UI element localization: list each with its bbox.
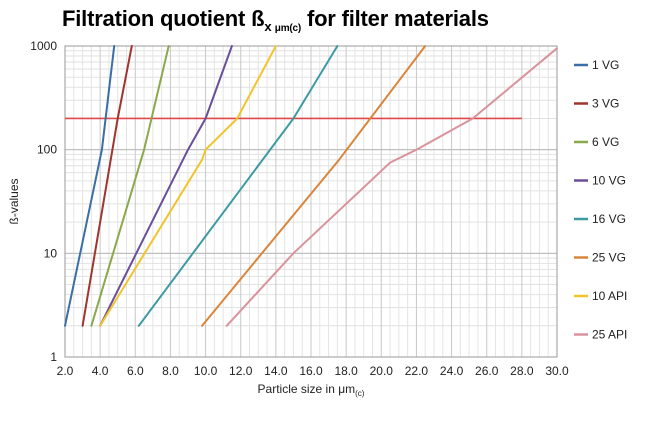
plot-frame xyxy=(64,45,558,358)
x-tick-label: 26.0 xyxy=(475,364,499,378)
series-line-25-api xyxy=(225,47,558,327)
legend-item: 6 VG xyxy=(574,135,619,149)
axes xyxy=(64,45,558,358)
tick-labels: 2.0 4.0 6.0 8.0 10.0 12.0 14.0 16.0 18.0 20.0 22.0… xyxy=(30,39,569,378)
x-tick-label: 22.0 xyxy=(405,364,429,378)
legend-item: 25 API xyxy=(574,328,627,342)
x-tick-label: 18.0 xyxy=(334,364,358,378)
series-line-16-vg xyxy=(137,45,339,327)
chart-title-suffix: for filter materials xyxy=(306,6,489,31)
series-line-10-vg xyxy=(99,45,233,327)
x-tick-label: 4.0 xyxy=(92,364,109,378)
x-axis-label: Particle size in μm(c) xyxy=(258,382,365,398)
legend-item: 3 VG xyxy=(574,97,619,111)
legend-label: 6 VG xyxy=(592,135,619,149)
legend-item: 10 VG xyxy=(574,174,626,188)
x-tick-label: 8.0 xyxy=(162,364,179,378)
x-tick-label: 14.0 xyxy=(264,364,288,378)
x-tick-label: 2.0 xyxy=(57,364,74,378)
series-line-10-api xyxy=(99,45,277,327)
y-tick-label: 10 xyxy=(44,246,58,260)
y-tick-label: 100 xyxy=(37,143,57,157)
y-axis-label: ß-values xyxy=(7,178,21,224)
series-line-3-vg xyxy=(81,45,133,327)
legend-label: 25 API xyxy=(592,328,627,342)
x-tick-label: 24.0 xyxy=(440,364,464,378)
series-line-6-vg xyxy=(90,45,170,327)
legend-item: 25 VG xyxy=(574,251,626,265)
legend-item: 10 API xyxy=(574,289,627,303)
series-line-25-vg xyxy=(201,45,427,327)
chart-title: Filtration quotient ßx μm(c) for filter … xyxy=(62,6,489,34)
x-tick-label: 12.0 xyxy=(229,364,253,378)
y-tick-label: 1000 xyxy=(30,39,57,53)
x-tick-label: 30.0 xyxy=(545,364,569,378)
x-tick-label: 16.0 xyxy=(299,364,323,378)
legend-label: 1 VG xyxy=(592,58,619,72)
series-group xyxy=(64,45,558,327)
y-tick-label: 1 xyxy=(50,350,57,364)
legend-label: 25 VG xyxy=(592,251,626,265)
x-tick-label: 6.0 xyxy=(127,364,144,378)
grid-major xyxy=(64,45,558,358)
legend: 1 VG 3 VG 6 VG 10 VG 16 VG 25 VG 10 API 25 API xyxy=(574,58,627,342)
legend-item: 16 VG xyxy=(574,212,626,226)
series-line-1-vg xyxy=(64,45,116,327)
legend-item: 1 VG xyxy=(574,58,619,72)
x-tick-label: 28.0 xyxy=(510,364,534,378)
x-tick-label: 20.0 xyxy=(370,364,394,378)
legend-label: 16 VG xyxy=(592,212,626,226)
chart-title-subscript: x μm(c) xyxy=(264,19,302,34)
legend-label: 3 VG xyxy=(592,97,619,111)
chart-title-main: Filtration quotient ß xyxy=(62,6,265,31)
legend-label: 10 VG xyxy=(592,174,626,188)
legend-label: 10 API xyxy=(592,289,627,303)
x-tick-label: 10.0 xyxy=(194,364,218,378)
